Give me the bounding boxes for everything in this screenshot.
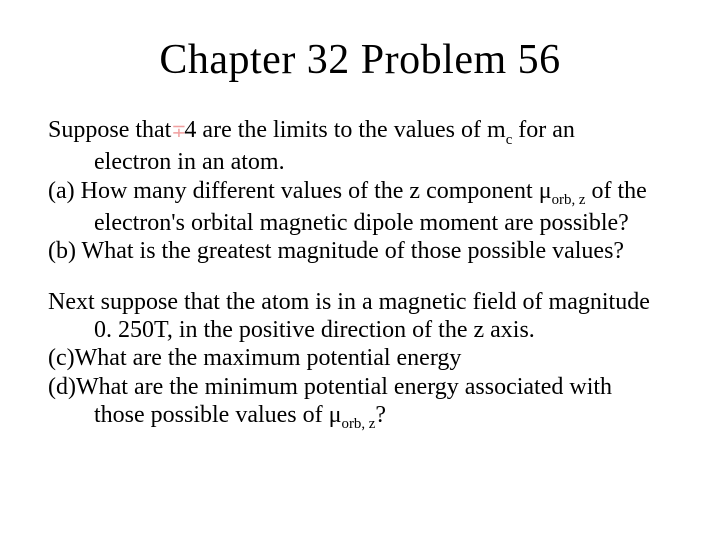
p1-intro-b: 4 are the limits to the values of m (184, 117, 505, 143)
p1-intro-line1: Suppose that∓4 are the limits to the val… (48, 116, 672, 148)
p1-item-b: (b) What is the greatest magnitude of th… (48, 237, 672, 265)
p1-intro-c: for an (512, 117, 575, 143)
p2-item-d-line1: (d)What are the minimum potential energy… (48, 373, 672, 401)
mu-icon-2: μ (329, 402, 342, 428)
mu-icon: μ (539, 178, 552, 204)
p2-item-d-wrap: those possible values of μorb, z? (48, 401, 672, 433)
p1-item-a-wrap: electron's orbital magnetic dipole momen… (48, 209, 672, 237)
paragraph-2: Next suppose that the atom is in a magne… (48, 288, 672, 434)
slide-body: Suppose that∓4 are the limits to the val… (48, 116, 672, 433)
p1-a-2: of the (585, 178, 646, 204)
p2-intro-line1: Next suppose that the atom is in a magne… (48, 288, 672, 316)
minus-plus-icon: ∓ (171, 121, 184, 141)
p1-intro-a: Suppose that (48, 117, 171, 143)
subscript-c: c (506, 132, 513, 148)
paragraph-1: Suppose that∓4 are the limits to the val… (48, 116, 672, 266)
p2-intro-wrap: 0. 250T, in the positive direction of th… (48, 316, 672, 344)
slide: Chapter 32 Problem 56 Suppose that∓4 are… (0, 0, 720, 540)
p2-d-wrap-2: ? (375, 402, 386, 428)
p2-d-wrap-1: those possible values of (94, 402, 329, 428)
p1-a-1: (a) How many different values of the z c… (48, 178, 539, 204)
p1-item-a-line1: (a) How many different values of the z c… (48, 177, 672, 209)
p1-intro-wrap: electron in an atom. (48, 148, 672, 176)
subscript-orbz-1: orb, z (552, 192, 586, 208)
subscript-orbz-2: orb, z (342, 416, 376, 432)
slide-title: Chapter 32 Problem 56 (48, 36, 672, 84)
p2-item-c: (c)What are the maximum potential energy (48, 344, 672, 372)
